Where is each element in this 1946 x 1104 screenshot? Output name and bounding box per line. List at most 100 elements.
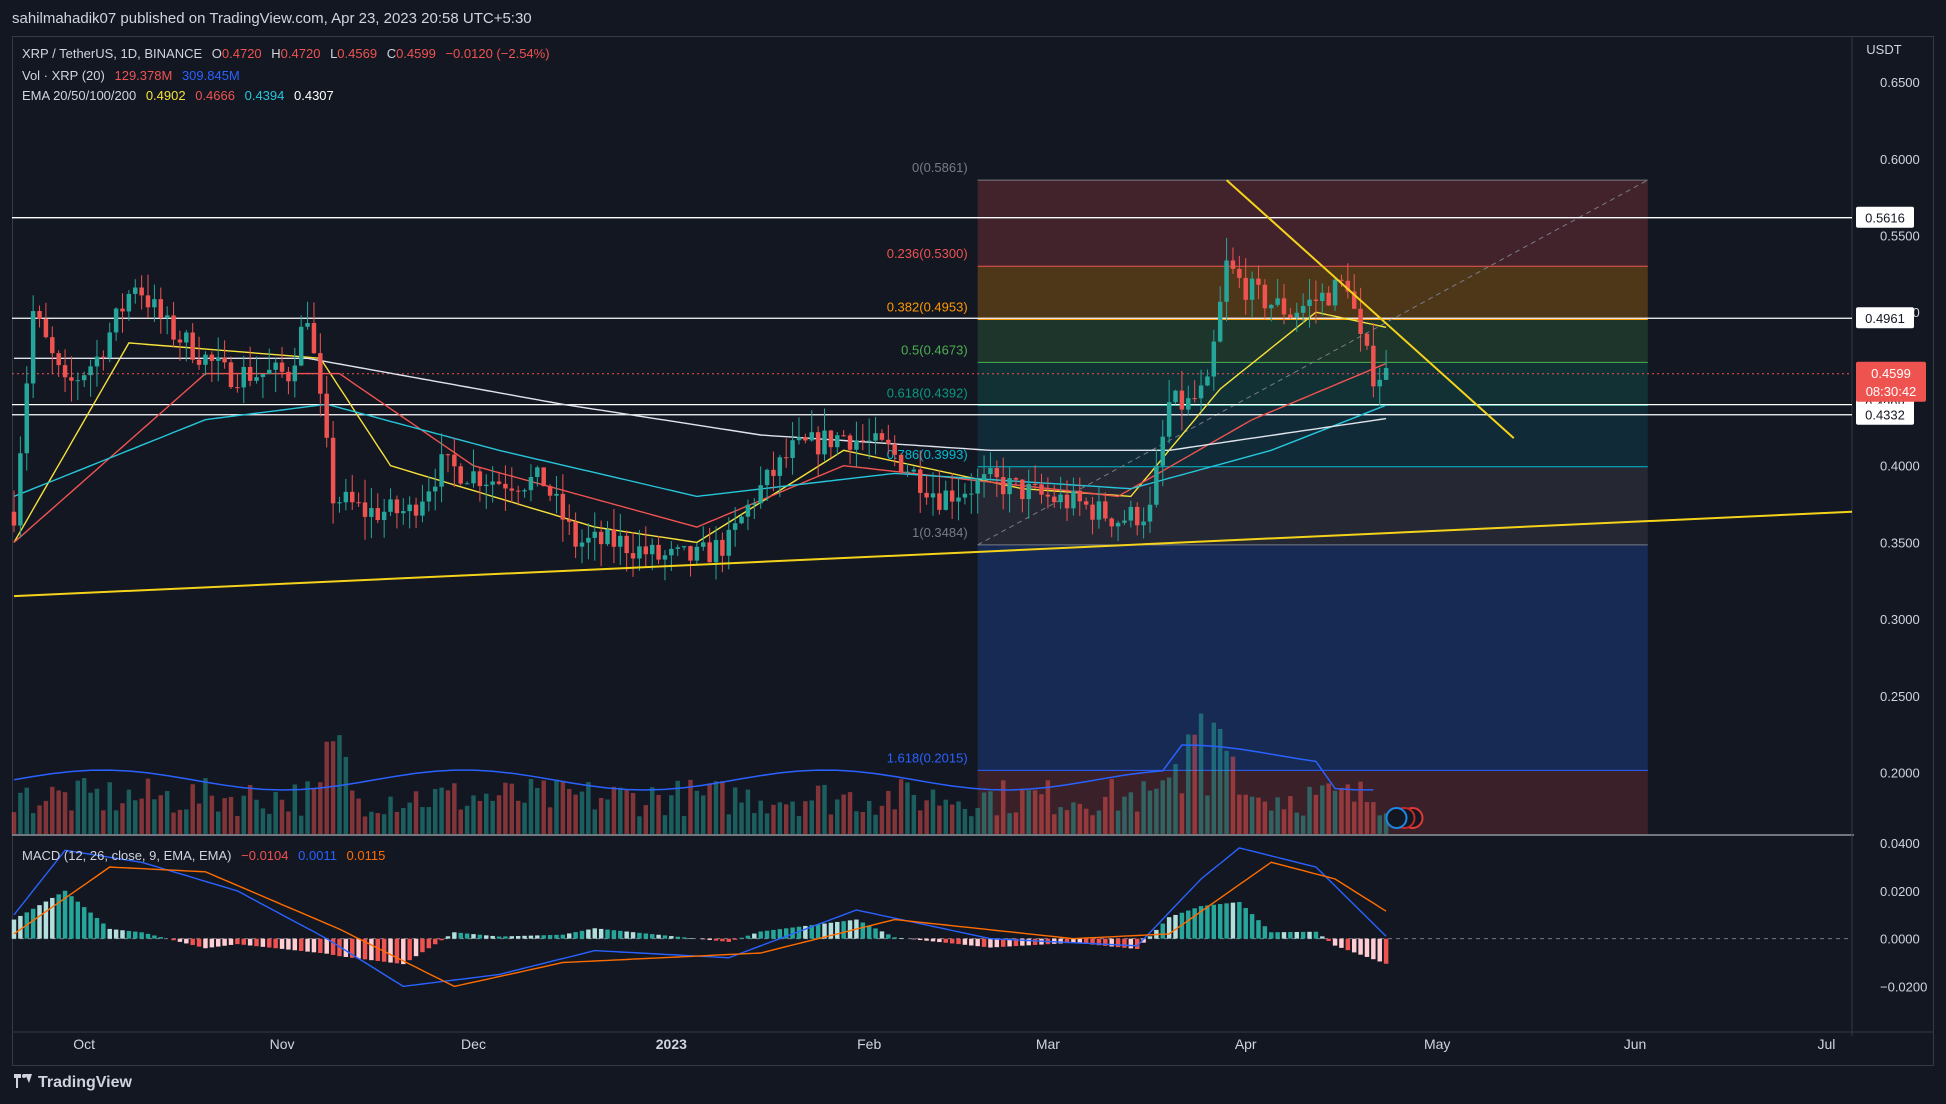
- macd-histogram-bar: [1332, 938, 1338, 946]
- volume-bar: [235, 815, 240, 834]
- volume-bar: [452, 783, 457, 834]
- price-axis-tick: 0.3500: [1880, 535, 1920, 550]
- volume-bar: [350, 790, 355, 834]
- volume-bar: [362, 816, 368, 834]
- volume-bar: [388, 796, 393, 834]
- candle-body: [1154, 465, 1159, 505]
- volume-bar: [152, 799, 157, 834]
- candle-body: [1307, 299, 1312, 306]
- symbol-name[interactable]: XRP / TetherUS, 1D, BINANCE: [22, 46, 203, 61]
- macd-histogram-bar: [892, 937, 897, 939]
- candle-body: [1345, 280, 1351, 292]
- volume-bar: [1358, 781, 1363, 834]
- volume-bar: [203, 778, 208, 834]
- macd-axis-tick: −0.0200: [1880, 979, 1927, 994]
- macd-histogram-bar: [1007, 938, 1012, 947]
- candle-body: [1288, 314, 1293, 318]
- volume-bar: [1179, 793, 1185, 834]
- candle-body: [713, 539, 719, 563]
- macd-histogram-bar: [1358, 938, 1363, 955]
- volume-bar: [809, 800, 814, 834]
- volume-bar: [528, 779, 534, 834]
- volume-bar: [828, 814, 834, 834]
- volume-bar: [873, 814, 878, 834]
- volume-bar: [1269, 810, 1274, 834]
- candle-body: [1262, 284, 1268, 309]
- macd-histogram-bar: [298, 938, 304, 951]
- macd-histogram-bar: [458, 932, 463, 939]
- candle-body: [796, 437, 802, 441]
- candle-body: [726, 529, 732, 556]
- macd-histogram-bar: [375, 938, 381, 961]
- volume-bar: [1032, 790, 1038, 834]
- volume-bar: [854, 811, 859, 834]
- volume-bar: [432, 788, 438, 834]
- candle-body: [949, 490, 955, 502]
- macd-histogram-bar: [630, 932, 636, 939]
- macd-histogram-bar: [94, 918, 100, 939]
- macd-histogram-bar: [254, 938, 259, 947]
- macd-histogram-bar: [1147, 936, 1153, 939]
- macd-histogram-bar: [745, 935, 751, 939]
- macd-histogram-bar: [490, 935, 495, 939]
- macd-histogram-bar: [311, 938, 317, 953]
- candle-body: [1045, 494, 1051, 497]
- candle-body: [81, 375, 87, 381]
- volume-bar: [1186, 734, 1191, 834]
- volume-bar: [1275, 797, 1280, 834]
- volume-bar: [739, 802, 744, 834]
- candle-body: [522, 490, 527, 492]
- volume-bar: [975, 808, 980, 834]
- macd-histogram-bar: [1313, 931, 1319, 939]
- candle-body: [439, 454, 444, 487]
- volume-ma-line: [13, 744, 1374, 791]
- ema-label[interactable]: EMA 20/50/100/200: [22, 88, 137, 103]
- volume-bar: [943, 799, 948, 834]
- macd-histogram-bar: [911, 938, 917, 940]
- candle-body: [445, 454, 451, 456]
- candle-body: [1141, 521, 1146, 526]
- macd-histogram-bar: [618, 930, 623, 939]
- volume-bar: [669, 795, 674, 834]
- macd-histogram-bar: [707, 938, 712, 940]
- volume-bar: [1134, 811, 1140, 834]
- candle-body: [88, 366, 93, 376]
- candle-body: [669, 548, 674, 556]
- macd-histogram-bar: [592, 928, 597, 939]
- candle-body: [528, 476, 534, 491]
- volume-bar: [126, 789, 132, 834]
- macd-histogram-bar: [918, 938, 923, 941]
- macd-histogram-bar: [171, 938, 176, 941]
- volume-bar: [1173, 764, 1178, 834]
- candle-body: [809, 432, 814, 441]
- volume-bar: [292, 784, 298, 834]
- macd-label[interactable]: MACD (12, 26, close, 9, EMA, EMA): [22, 848, 232, 863]
- macd-histogram-bar: [560, 934, 566, 939]
- macd-axis-tick: 0.0200: [1880, 884, 1920, 899]
- volume-bar: [1281, 809, 1287, 834]
- macd-histogram-bar: [962, 938, 968, 945]
- volume-bar: [707, 783, 712, 834]
- macd-histogram-bar: [886, 934, 891, 939]
- volume-bar: [164, 791, 170, 834]
- candle-body: [113, 308, 119, 333]
- candle-body: [873, 433, 878, 441]
- macd-axis-tick: 0.0000: [1880, 932, 1920, 947]
- macd-histogram-bar: [1307, 931, 1312, 939]
- volume-bar: [1160, 780, 1165, 834]
- macd-histogram-bar: [477, 934, 483, 939]
- macd-histogram-bar: [56, 894, 61, 939]
- volume-bar: [356, 798, 361, 834]
- fib-zone: [977, 466, 1648, 545]
- volume-bar: [892, 809, 897, 834]
- volume-bar: [1013, 812, 1019, 834]
- volume-bar: [694, 790, 700, 834]
- volume-label[interactable]: Vol · XRP (20): [22, 68, 105, 83]
- macd-histogram-bar: [381, 938, 387, 962]
- volume-ma-value: 309.845M: [181, 68, 240, 83]
- volume-bar: [605, 799, 610, 834]
- candle-body: [279, 362, 285, 372]
- tradingview-logo[interactable]: TradingView: [14, 1074, 132, 1092]
- candle-body: [1103, 501, 1108, 519]
